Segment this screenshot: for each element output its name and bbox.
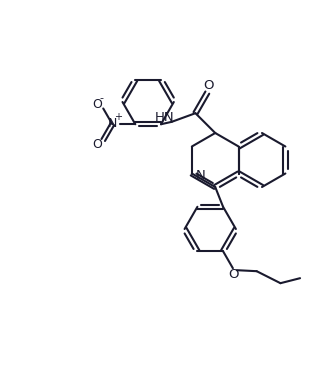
- Text: +: +: [114, 112, 122, 122]
- Text: O: O: [92, 98, 102, 111]
- Text: -: -: [99, 94, 103, 103]
- Text: O: O: [92, 138, 102, 151]
- Text: HN: HN: [155, 111, 175, 124]
- Text: N: N: [108, 117, 117, 130]
- Text: O: O: [228, 268, 239, 281]
- Text: N: N: [196, 169, 206, 182]
- Text: O: O: [203, 79, 214, 92]
